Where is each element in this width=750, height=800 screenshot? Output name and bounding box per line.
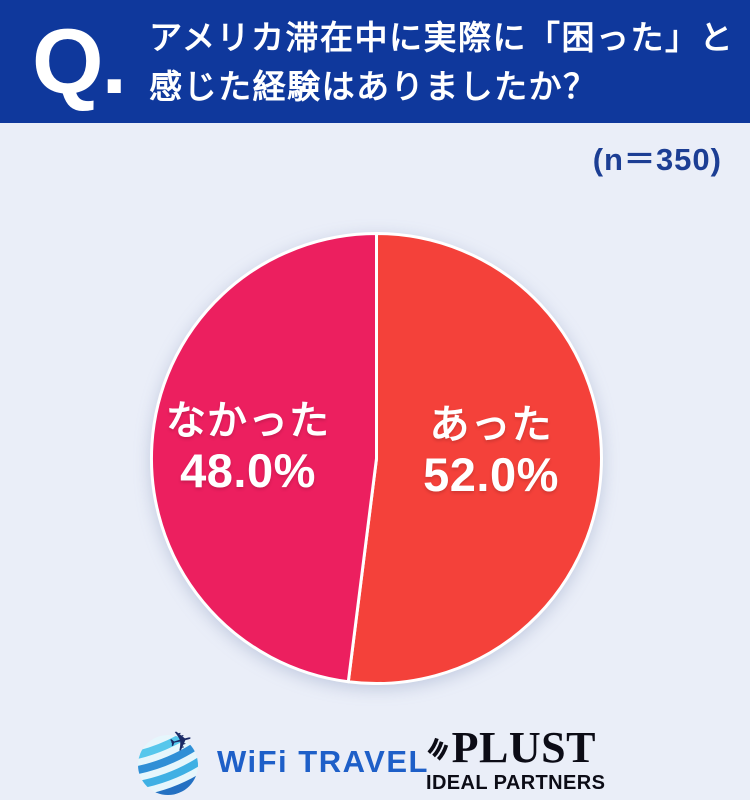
plust-logo-top: PLUST xyxy=(426,722,596,772)
pie-slice-atta xyxy=(346,232,603,685)
wifi-travel-wordmark: WiFi TRAVEL xyxy=(217,744,429,779)
question-header: Q. アメリカ滞在中に実際に「困った」と 感じた経験はありましたか？ xyxy=(0,0,750,123)
pie-chart-area: なかった 48.0% あった 52.0% xyxy=(148,230,605,687)
pie-chart xyxy=(150,232,603,685)
question-line-1: アメリカ滞在中に実際に「困った」と xyxy=(149,18,734,56)
globe-airplane-icon: ✈ xyxy=(138,726,198,795)
plust-subtext: IDEAL PARTNERS xyxy=(426,772,606,794)
wifi-travel-logo: ✈ WiFi TRAVEL xyxy=(135,726,429,798)
sample-size-note: (n＝350) xyxy=(592,142,722,177)
plust-wordmark: PLUST xyxy=(451,723,596,772)
pie-slice-nakatta xyxy=(150,232,378,684)
plust-logo: PLUST IDEAL PARTNERS xyxy=(426,722,606,795)
plust-strokes-icon xyxy=(427,737,449,761)
question-text: アメリカ滞在中に実際に「困った」と 感じた経験はありましたか？ xyxy=(149,13,734,111)
question-line-2: 感じた経験はありましたか？ xyxy=(149,67,598,105)
q-label: Q. xyxy=(32,10,127,113)
